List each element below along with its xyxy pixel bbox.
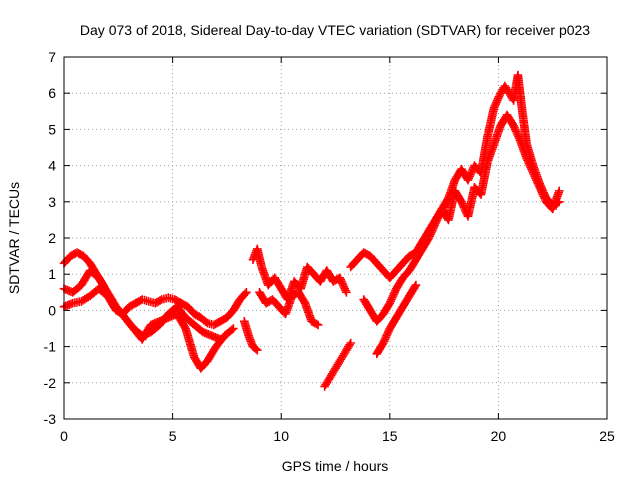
y-tick-label: 3 <box>48 194 56 210</box>
x-tick-label: 15 <box>382 428 398 444</box>
series-track-e <box>255 288 323 330</box>
data-point <box>253 345 262 355</box>
series-track-f <box>240 317 262 355</box>
series-track-g <box>320 338 355 391</box>
data-point <box>229 324 238 333</box>
series-track-i <box>359 110 564 326</box>
y-tick-label: 2 <box>48 230 56 246</box>
y-tick-label: -1 <box>44 339 57 355</box>
data-point <box>410 282 420 291</box>
data-point <box>240 289 250 298</box>
x-tick-label: 10 <box>273 428 289 444</box>
chart-title: Day 073 of 2018, Sidereal Day-to-day VTE… <box>80 22 590 38</box>
series-track-c <box>59 284 225 344</box>
x-tick-label: 20 <box>491 428 507 444</box>
y-tick-label: 0 <box>48 302 56 318</box>
series-track-a <box>59 248 251 330</box>
series-track-d <box>248 244 351 304</box>
x-tick-label: 25 <box>599 428 615 444</box>
y-tick-label: 4 <box>48 158 56 174</box>
data-point <box>554 186 564 196</box>
y-axis-title: SDTVAR / TECUs <box>6 182 22 294</box>
data-point <box>251 344 261 354</box>
data-point <box>346 338 355 348</box>
y-tick-label: -3 <box>44 411 57 427</box>
data-point <box>216 335 225 344</box>
data-point <box>342 288 351 297</box>
data-points <box>59 70 564 391</box>
x-tick-label: 0 <box>60 428 68 444</box>
series-track-j <box>372 280 421 359</box>
x-tick-label: 5 <box>169 428 177 444</box>
axes: 0 5 10 15 20 25 -3 -2 -1 0 1 2 3 4 5 6 7 <box>44 49 615 444</box>
x-axis-title: GPS time / hours <box>282 458 389 474</box>
data-point <box>227 325 237 334</box>
y-tick-label: -2 <box>44 375 57 391</box>
data-point <box>313 320 323 330</box>
y-tick-label: 1 <box>48 266 56 282</box>
y-tick-label: 7 <box>48 49 56 65</box>
data-point <box>411 280 421 290</box>
y-tick-label: 6 <box>48 85 56 101</box>
data-point <box>242 288 251 297</box>
y-tick-label: 5 <box>48 121 56 137</box>
